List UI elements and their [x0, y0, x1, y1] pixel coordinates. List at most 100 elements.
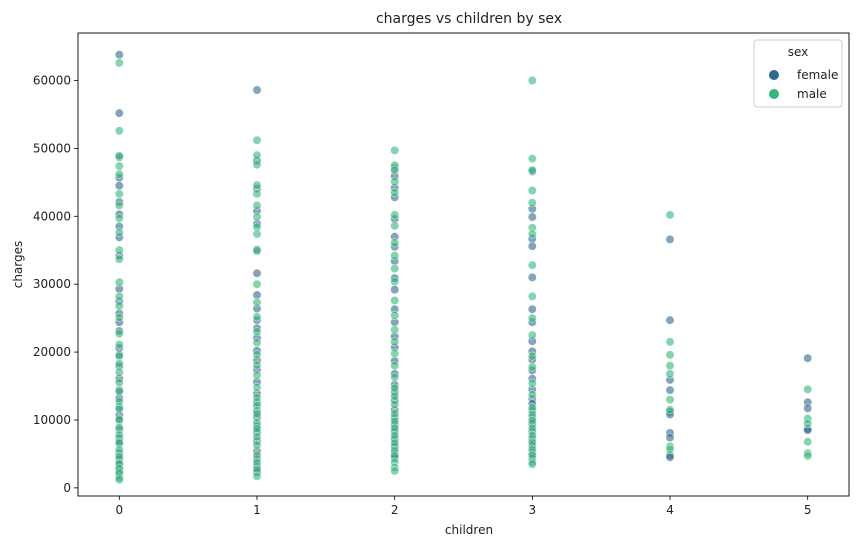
data-point-male [114, 475, 124, 485]
data-point-female [252, 268, 262, 278]
data-point-male [527, 76, 537, 86]
data-point-male [114, 189, 124, 199]
data-point-male [114, 414, 124, 424]
data-point-male [252, 424, 262, 434]
x-tick-label: 0 [115, 503, 123, 517]
data-point-male [114, 404, 124, 414]
data-point-male [527, 154, 537, 164]
data-point-male [527, 186, 537, 196]
data-point-male [114, 378, 124, 388]
data-point-male [527, 165, 537, 175]
data-point-male [390, 372, 400, 382]
data-point-female [527, 241, 537, 251]
data-point-male [390, 295, 400, 305]
data-point-male [527, 423, 537, 433]
data-point-male [803, 437, 813, 447]
data-point-male [114, 340, 124, 350]
data-point-male [665, 337, 675, 347]
data-point-male [390, 310, 400, 320]
data-point-male [114, 301, 124, 311]
x-axis-label: children [445, 523, 493, 537]
data-point-male [390, 391, 400, 401]
data-point-male [390, 251, 400, 261]
x-tick-label: 2 [391, 503, 399, 517]
data-point-female [665, 234, 675, 244]
data-point-male [252, 338, 262, 348]
data-point-male [252, 382, 262, 392]
y-tick-label: 50000 [33, 141, 71, 155]
plot-area [77, 32, 850, 497]
data-point-male [114, 200, 124, 210]
data-point-male [252, 279, 262, 289]
data-point-male [252, 212, 262, 222]
data-point-male [665, 444, 675, 454]
data-point-male [114, 169, 124, 179]
data-point-male [390, 264, 400, 274]
data-point-female [390, 285, 400, 295]
data-point-male [114, 367, 124, 377]
data-point-male [527, 390, 537, 400]
legend-title: sex [788, 45, 809, 59]
data-point-male [252, 180, 262, 190]
data-point-female [114, 50, 124, 60]
data-point-male [390, 145, 400, 155]
data-point-female [252, 290, 262, 300]
data-point-male [252, 200, 262, 210]
data-point-female [803, 353, 813, 363]
data-point-male [114, 151, 124, 161]
data-point-male [114, 228, 124, 238]
legend-marker-male [769, 89, 779, 99]
y-tick-label: 20000 [33, 345, 71, 359]
data-point-female [114, 108, 124, 118]
data-point-male [527, 351, 537, 361]
data-point-male [114, 213, 124, 223]
legend-label-female: female [797, 68, 838, 82]
data-point-male [390, 188, 400, 198]
legend-label-male: male [797, 87, 827, 101]
x-tick-label: 1 [253, 503, 261, 517]
data-point-male [252, 409, 262, 419]
data-point-male [252, 370, 262, 380]
data-point-male [114, 422, 124, 432]
data-point-male [527, 459, 537, 469]
chart-title: charges vs children by sex [376, 11, 562, 27]
data-point-male [390, 325, 400, 335]
data-point-male [527, 362, 537, 372]
data-point-male [114, 397, 124, 407]
data-point-male [527, 416, 537, 426]
data-point-male [803, 418, 813, 428]
data-point-male [527, 330, 537, 340]
data-point-male [252, 327, 262, 337]
data-point-female [527, 272, 537, 282]
data-point-male [527, 313, 537, 323]
data-point-female [527, 304, 537, 314]
data-point-male [527, 260, 537, 270]
data-point-female [114, 181, 124, 191]
data-point-male [252, 440, 262, 450]
y-axis-label: charges [11, 241, 25, 289]
data-point-female [665, 385, 675, 395]
x-axis: 0 1 2 3 4 5 [115, 496, 812, 517]
data-point-male [252, 160, 262, 170]
data-point-male [252, 135, 262, 145]
data-point-male [665, 395, 675, 405]
data-point-male [114, 312, 124, 322]
data-point-female [803, 403, 813, 413]
data-point-male [527, 229, 537, 239]
data-point-male [252, 432, 262, 442]
data-point-male [252, 312, 262, 322]
data-point-male [114, 58, 124, 68]
data-point-female [665, 433, 675, 443]
data-point-male [665, 361, 675, 371]
data-point-male [390, 276, 400, 286]
x-tick-label: 4 [666, 503, 674, 517]
data-point-male [390, 165, 400, 175]
data-point-male [252, 189, 262, 199]
data-point-male [114, 254, 124, 264]
data-point-male [114, 277, 124, 287]
data-point-male [252, 471, 262, 481]
y-tick-label: 40000 [33, 209, 71, 223]
data-point-male [527, 291, 537, 301]
data-point-male [114, 291, 124, 301]
